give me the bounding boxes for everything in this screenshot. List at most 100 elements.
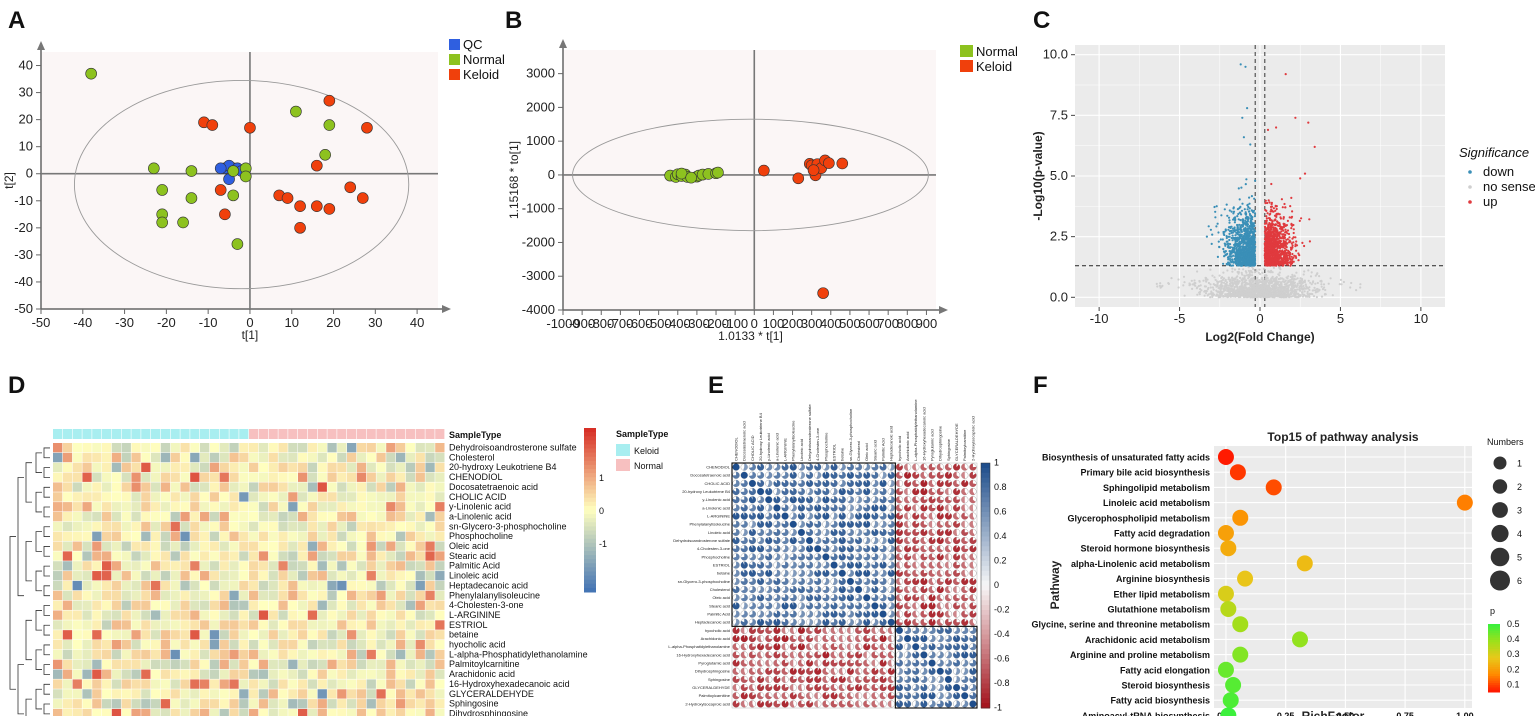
heatmap-cell (347, 541, 357, 551)
point-no-sense (1247, 275, 1250, 278)
heatmap-cell (327, 482, 337, 492)
point-down (1213, 205, 1216, 209)
point-no-sense (1240, 284, 1243, 287)
x-tick-label: 400 (820, 316, 842, 331)
heatmap-cell (209, 511, 220, 522)
heatmap-cell (92, 521, 102, 532)
point-no-sense (1262, 283, 1265, 286)
heatmap-cell (327, 502, 337, 512)
y-tick-label: 20 (19, 112, 33, 127)
point-no-sense (1156, 285, 1159, 288)
heatmap-cell (160, 462, 171, 473)
heatmap-cell (347, 531, 357, 541)
heatmap-cell (307, 521, 318, 532)
heatmap-cell (278, 462, 288, 473)
point-down (1252, 232, 1255, 235)
heatmap-cell (435, 452, 445, 463)
heatmap-cell (62, 669, 73, 679)
heatmap-cell (425, 620, 435, 630)
heatmap-cell (219, 571, 229, 581)
heatmap-cell (160, 541, 171, 551)
sampletype-cell (249, 429, 259, 439)
point-down (1228, 255, 1231, 258)
heatmap-cell (288, 551, 298, 561)
heatmap-cell (151, 531, 161, 541)
point-up (1284, 206, 1287, 209)
point-no-sense (1310, 271, 1313, 274)
heatmap-cell (131, 600, 141, 610)
point-down (1234, 261, 1237, 264)
point-down (1243, 246, 1246, 249)
point-up (1280, 230, 1283, 233)
heatmap-cell (111, 472, 122, 482)
heatmap-cell (249, 659, 259, 670)
heatmap-cell (200, 492, 210, 502)
point-down (1215, 225, 1218, 228)
heatmap-cell (229, 462, 239, 473)
dendrogram-link (35, 649, 42, 670)
heatmap-cell (190, 482, 200, 492)
point-down (1253, 215, 1256, 218)
point-no-sense (1226, 288, 1229, 291)
heatmap-cell (258, 511, 269, 522)
heatmap-cell (366, 649, 376, 660)
sampletype-cell (317, 429, 327, 439)
heatmap-cell (72, 492, 82, 502)
dendrogram-link (17, 477, 24, 597)
heatmap-cell (317, 620, 327, 630)
y-tick-label: 0 (548, 167, 555, 182)
point-no-sense (1280, 290, 1283, 293)
heatmap-cell (72, 630, 82, 640)
point-down (1247, 260, 1250, 263)
point-no-sense (1286, 292, 1289, 295)
heatmap-cell (53, 679, 63, 689)
panel-d-dendrogram (9, 447, 50, 716)
heatmap-cell (268, 649, 278, 660)
point-up (1290, 242, 1293, 245)
sampletype-cell (396, 429, 406, 439)
heatmap-cell (72, 610, 82, 620)
heatmap-cell (239, 502, 249, 512)
heatmap-cell (82, 482, 92, 492)
point-down (1232, 248, 1235, 251)
heatmap-cell (317, 511, 327, 522)
heatmap-cell (425, 443, 435, 453)
heatmap-cell (170, 492, 180, 502)
point-up (1288, 250, 1291, 253)
heatmap-cell (160, 571, 171, 581)
heatmap-cell (278, 452, 288, 463)
point-no-sense (1296, 277, 1299, 280)
heatmap-cell (151, 630, 161, 640)
heatmap-cell (288, 521, 298, 532)
y-axis-label: -Log10(p-value) (1031, 131, 1045, 220)
dendrogram-link (35, 610, 42, 631)
point-normal (685, 171, 697, 184)
heatmap-cell (258, 462, 269, 473)
point-no-sense (1267, 270, 1270, 273)
heatmap-cell (435, 640, 445, 650)
heatmap-cell (92, 649, 102, 660)
dendrogram-link (43, 585, 50, 597)
point-no-sense (1182, 284, 1185, 287)
heatmap-cell (278, 511, 288, 522)
heatmap-cell (111, 551, 122, 561)
point-no-sense (1264, 293, 1267, 296)
heatmap-cell (435, 580, 445, 591)
point-down (1229, 225, 1232, 229)
heatmap-cell (317, 600, 327, 610)
heatmap-cell (249, 669, 259, 679)
heatmap-cell (82, 452, 92, 463)
point-down (1210, 242, 1213, 245)
heatmap-cell (396, 462, 406, 473)
panel-d-letter: D (8, 372, 25, 399)
heatmap-cell (229, 521, 239, 532)
heatmap-cell (53, 600, 63, 610)
point-down (1218, 246, 1221, 249)
heatmap-cell (376, 502, 386, 512)
heatmap-cell (415, 610, 425, 620)
heatmap-cell (62, 531, 73, 541)
point-no-sense (1267, 288, 1270, 291)
heatmap-cell (317, 531, 327, 541)
heatmap-cell (82, 531, 92, 541)
heatmap-cell (435, 521, 445, 532)
